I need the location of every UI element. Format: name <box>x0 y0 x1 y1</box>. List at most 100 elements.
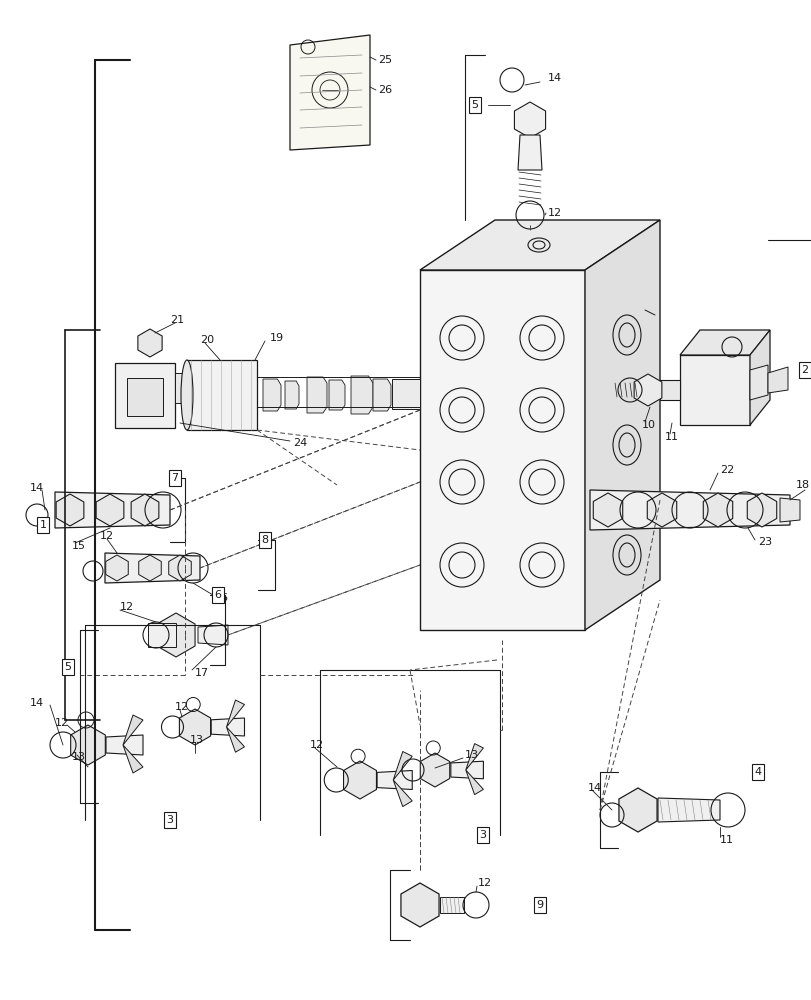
Polygon shape <box>211 718 244 736</box>
Polygon shape <box>466 744 483 770</box>
Polygon shape <box>290 35 370 150</box>
Text: 11: 11 <box>664 432 678 442</box>
Polygon shape <box>393 752 412 780</box>
Polygon shape <box>466 770 483 795</box>
Text: 25: 25 <box>378 55 392 65</box>
Text: 14: 14 <box>30 483 44 493</box>
Polygon shape <box>122 745 143 773</box>
Polygon shape <box>659 380 679 400</box>
Text: 11: 11 <box>719 835 733 845</box>
Polygon shape <box>419 220 659 270</box>
Polygon shape <box>263 379 281 411</box>
Polygon shape <box>175 373 187 403</box>
Text: 20: 20 <box>200 335 214 345</box>
Polygon shape <box>633 374 661 406</box>
Polygon shape <box>148 623 176 647</box>
Polygon shape <box>514 102 545 138</box>
Text: 16: 16 <box>215 593 229 603</box>
Polygon shape <box>590 490 789 530</box>
Polygon shape <box>440 897 463 913</box>
Polygon shape <box>226 727 244 752</box>
Polygon shape <box>593 493 622 527</box>
Polygon shape <box>198 625 228 645</box>
Polygon shape <box>139 555 161 581</box>
Text: 17: 17 <box>195 668 209 678</box>
Text: 5: 5 <box>471 100 478 110</box>
Text: 9: 9 <box>536 900 543 910</box>
Polygon shape <box>646 493 676 527</box>
Text: 15: 15 <box>72 541 86 551</box>
Ellipse shape <box>181 360 193 430</box>
Polygon shape <box>419 270 584 630</box>
Text: 7: 7 <box>171 473 178 483</box>
Text: 3: 3 <box>166 815 174 825</box>
Polygon shape <box>71 725 105 765</box>
Text: 2: 2 <box>800 365 808 375</box>
Polygon shape <box>376 770 412 789</box>
Polygon shape <box>401 883 439 927</box>
Polygon shape <box>584 220 659 630</box>
Polygon shape <box>517 135 541 170</box>
Polygon shape <box>105 555 128 581</box>
Text: 24: 24 <box>293 438 307 448</box>
Text: 12: 12 <box>55 718 69 728</box>
Polygon shape <box>702 493 732 527</box>
Text: 19: 19 <box>270 333 284 343</box>
Text: 14: 14 <box>547 73 561 83</box>
Polygon shape <box>618 788 656 832</box>
Polygon shape <box>187 360 257 430</box>
Text: 14: 14 <box>30 698 44 708</box>
Text: 4: 4 <box>753 767 761 777</box>
Polygon shape <box>392 379 419 409</box>
Text: 26: 26 <box>378 85 392 95</box>
Text: 1: 1 <box>40 520 46 530</box>
Polygon shape <box>138 329 162 357</box>
Polygon shape <box>56 494 84 526</box>
Text: 22: 22 <box>719 465 733 475</box>
Text: 23: 23 <box>757 537 771 547</box>
Polygon shape <box>450 761 483 779</box>
Polygon shape <box>285 381 298 409</box>
Polygon shape <box>767 367 787 393</box>
Text: 13: 13 <box>190 735 204 745</box>
Polygon shape <box>307 377 327 413</box>
Polygon shape <box>749 365 767 400</box>
Polygon shape <box>105 553 200 583</box>
Text: 3: 3 <box>479 830 486 840</box>
Text: 6: 6 <box>214 590 221 600</box>
Text: 8: 8 <box>261 535 268 545</box>
Polygon shape <box>779 498 799 522</box>
Polygon shape <box>328 380 345 410</box>
Text: 12: 12 <box>120 602 134 612</box>
Text: 10: 10 <box>642 420 655 430</box>
Polygon shape <box>157 613 195 657</box>
Polygon shape <box>122 715 143 745</box>
Polygon shape <box>179 709 210 745</box>
Text: 12: 12 <box>478 878 491 888</box>
Polygon shape <box>749 330 769 425</box>
Text: 13: 13 <box>465 750 478 760</box>
Text: 21: 21 <box>169 315 184 325</box>
Text: 12: 12 <box>175 702 189 712</box>
Polygon shape <box>393 780 412 807</box>
Text: 5: 5 <box>64 662 71 672</box>
Polygon shape <box>106 735 143 755</box>
Polygon shape <box>679 355 749 425</box>
Text: 18: 18 <box>795 480 809 490</box>
Polygon shape <box>343 761 376 799</box>
Polygon shape <box>657 798 719 822</box>
Polygon shape <box>55 492 169 528</box>
Polygon shape <box>746 493 776 527</box>
Polygon shape <box>350 376 372 414</box>
Bar <box>127 378 163 416</box>
Text: 14: 14 <box>587 783 602 793</box>
Polygon shape <box>169 555 191 581</box>
Text: 13: 13 <box>72 752 86 762</box>
Polygon shape <box>679 330 769 355</box>
Bar <box>115 363 175 428</box>
Polygon shape <box>96 494 124 526</box>
Polygon shape <box>372 379 391 411</box>
Text: 12: 12 <box>310 740 324 750</box>
Polygon shape <box>226 700 244 727</box>
Polygon shape <box>131 494 159 526</box>
